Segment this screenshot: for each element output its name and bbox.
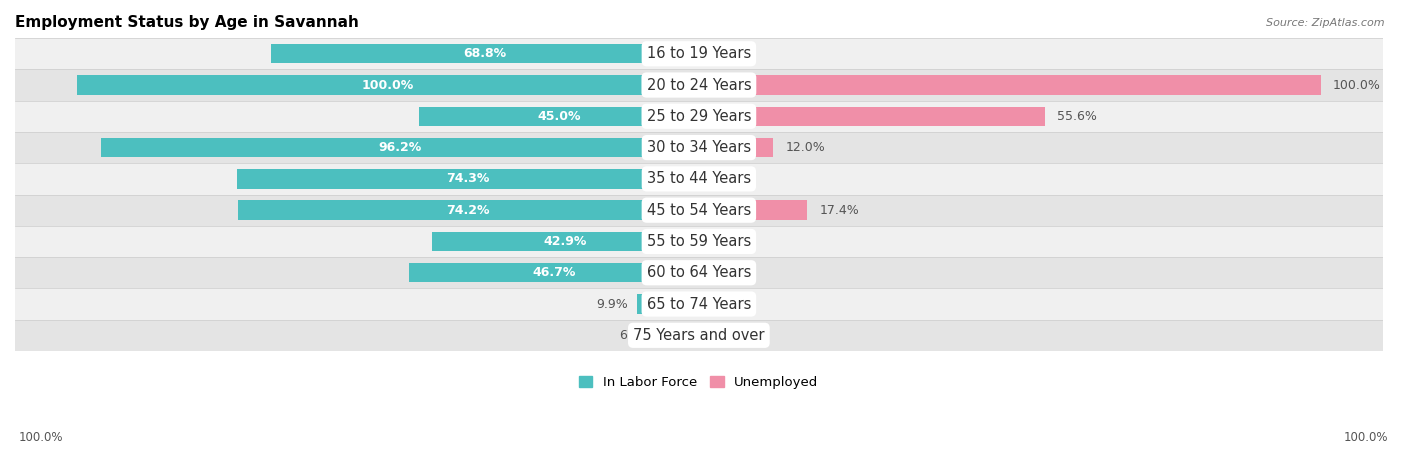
Text: 45 to 54 Years: 45 to 54 Years — [647, 202, 751, 218]
Bar — [637, 295, 699, 314]
Text: 55 to 59 Years: 55 to 59 Years — [647, 234, 751, 249]
Text: 46.7%: 46.7% — [531, 266, 575, 279]
Text: 100.0%: 100.0% — [361, 78, 415, 92]
Text: 42.9%: 42.9% — [544, 235, 588, 248]
Text: 0.0%: 0.0% — [717, 47, 749, 60]
FancyBboxPatch shape — [15, 101, 1382, 132]
Legend: In Labor Force, Unemployed: In Labor Force, Unemployed — [574, 371, 824, 395]
Text: 65 to 74 Years: 65 to 74 Years — [647, 296, 751, 312]
Text: 30 to 34 Years: 30 to 34 Years — [647, 140, 751, 155]
Bar — [271, 44, 699, 64]
Text: 12.0%: 12.0% — [786, 141, 825, 154]
Text: 0.0%: 0.0% — [717, 235, 749, 248]
Text: 74.3%: 74.3% — [446, 172, 489, 185]
FancyBboxPatch shape — [15, 69, 1382, 101]
Text: 16 to 19 Years: 16 to 19 Years — [647, 46, 751, 61]
Text: 100.0%: 100.0% — [1333, 78, 1381, 92]
Bar — [238, 169, 699, 189]
Text: Employment Status by Age in Savannah: Employment Status by Age in Savannah — [15, 15, 359, 30]
FancyBboxPatch shape — [15, 132, 1382, 163]
FancyBboxPatch shape — [15, 38, 1382, 69]
Text: 35 to 44 Years: 35 to 44 Years — [647, 171, 751, 186]
Text: 100.0%: 100.0% — [18, 431, 63, 444]
Text: 0.0%: 0.0% — [717, 298, 749, 311]
Text: 0.0%: 0.0% — [717, 172, 749, 185]
Bar — [659, 326, 699, 345]
Bar — [432, 232, 699, 251]
Bar — [419, 106, 699, 126]
Bar — [238, 201, 699, 220]
FancyBboxPatch shape — [15, 320, 1382, 351]
Text: 17.4%: 17.4% — [820, 204, 859, 216]
Text: 60 to 64 Years: 60 to 64 Years — [647, 265, 751, 280]
Bar — [699, 106, 1045, 126]
Text: 9.9%: 9.9% — [596, 298, 628, 311]
Text: 0.0%: 0.0% — [717, 266, 749, 279]
FancyBboxPatch shape — [15, 194, 1382, 226]
Bar — [409, 263, 699, 282]
Text: 75 Years and over: 75 Years and over — [633, 328, 765, 343]
Text: 20 to 24 Years: 20 to 24 Years — [647, 78, 751, 92]
FancyBboxPatch shape — [15, 163, 1382, 194]
Text: 6.3%: 6.3% — [619, 329, 651, 342]
Text: 96.2%: 96.2% — [378, 141, 422, 154]
Bar — [699, 138, 773, 157]
Text: 74.2%: 74.2% — [447, 204, 489, 216]
FancyBboxPatch shape — [15, 226, 1382, 257]
Bar — [101, 138, 699, 157]
FancyBboxPatch shape — [15, 257, 1382, 288]
FancyBboxPatch shape — [15, 288, 1382, 320]
Text: 55.6%: 55.6% — [1057, 110, 1097, 123]
Text: 45.0%: 45.0% — [537, 110, 581, 123]
Text: 100.0%: 100.0% — [1343, 431, 1388, 444]
Bar — [77, 75, 699, 95]
Bar — [699, 75, 1320, 95]
Text: 25 to 29 Years: 25 to 29 Years — [647, 109, 751, 124]
Text: 68.8%: 68.8% — [464, 47, 506, 60]
Text: Source: ZipAtlas.com: Source: ZipAtlas.com — [1267, 18, 1385, 28]
Bar — [699, 201, 807, 220]
Text: 0.0%: 0.0% — [717, 329, 749, 342]
